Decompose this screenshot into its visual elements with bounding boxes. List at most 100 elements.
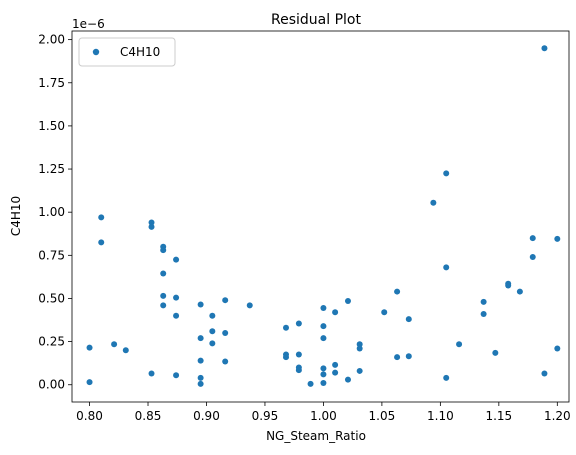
y-tick-label: 1.75 [38,76,65,90]
data-point [320,323,327,330]
data-point [332,369,339,376]
y-tick-label: 2.00 [38,33,65,47]
x-tick-label: 0.80 [76,409,103,423]
legend: C4H10 [78,37,176,67]
data-point [320,371,327,378]
data-point [405,353,412,360]
x-tick-label: 1.05 [369,409,396,423]
data-point [283,324,290,331]
data-point [295,351,302,358]
x-tick-label: 1.00 [310,409,337,423]
y-tick-label: 1.50 [38,119,65,133]
legend-box [78,37,176,67]
data-point [344,376,351,383]
data-point [541,370,548,377]
data-point [86,344,93,351]
data-point [430,199,437,206]
data-point [554,345,561,352]
y-axis-ticks: 0.00 0.25 0.50 0.75 1.00 1.25 1.50 1.75 2.00 [38,33,72,392]
data-point [173,312,180,319]
data-point [443,264,450,271]
y-offset-label: 1e−6 [72,17,105,31]
data-point [516,288,523,295]
data-point [320,335,327,342]
data-point [356,341,363,348]
data-point [160,247,167,254]
data-point [197,335,204,342]
points-layer [86,45,561,387]
data-point [541,45,548,52]
data-point [443,170,450,177]
data-point [332,309,339,316]
data-point [222,297,229,304]
y-tick-label: 1.25 [38,162,65,176]
data-point [283,354,290,361]
data-point [480,298,487,305]
data-point [295,367,302,374]
data-point [160,292,167,299]
x-tick-label: 0.85 [135,409,162,423]
data-point [356,367,363,374]
x-tick-label: 0.95 [252,409,279,423]
data-point [332,361,339,368]
data-point [505,282,512,289]
data-point [86,379,93,386]
legend-label: C4H10 [120,45,160,59]
y-tick-label: 0.75 [38,248,65,262]
data-point [320,304,327,311]
data-point [394,354,401,361]
x-tick-label: 1.20 [544,409,571,423]
data-point [148,223,155,230]
data-point [320,380,327,387]
legend-marker [92,48,100,56]
data-point [197,374,204,381]
data-point [529,235,536,242]
data-point [480,310,487,317]
data-point [148,219,155,226]
data-point [209,328,216,335]
data-point [98,239,105,246]
data-point [98,214,105,221]
data-point [356,345,363,352]
data-point [160,270,167,277]
data-point [381,309,388,316]
x-tick-label: 1.15 [485,409,512,423]
data-point [173,372,180,379]
x-axis-ticks: 0.80 0.85 0.90 0.95 1.00 1.05 1.10 1.15 1.20 [76,402,571,423]
data-point [405,316,412,323]
data-point [173,256,180,263]
data-point [394,288,401,295]
data-point [246,302,253,309]
data-point [529,254,536,261]
data-point [344,298,351,305]
data-point [443,374,450,381]
y-tick-label: 1.00 [38,205,65,219]
data-point [295,320,302,327]
data-point [197,357,204,364]
data-point [222,329,229,336]
data-point [307,380,314,387]
data-point [492,349,499,356]
data-point [554,235,561,242]
data-point [197,301,204,308]
data-point [320,365,327,372]
x-tick-label: 0.90 [193,409,220,423]
data-point [111,341,118,348]
data-point [160,302,167,309]
data-point [122,347,129,354]
data-point [148,370,155,377]
data-point [197,380,204,387]
y-tick-label: 0.00 [38,378,65,392]
y-tick-label: 0.25 [38,335,65,349]
plot-frame [71,30,570,403]
y-axis-label: C4H10 [9,196,23,236]
data-point [456,341,463,348]
x-tick-label: 1.10 [427,409,454,423]
x-axis-label: NG_Steam_Ratio [266,429,366,443]
data-point [222,358,229,365]
chart-title: Residual Plot [271,12,361,28]
data-point [209,340,216,347]
y-tick-label: 0.50 [38,291,65,305]
